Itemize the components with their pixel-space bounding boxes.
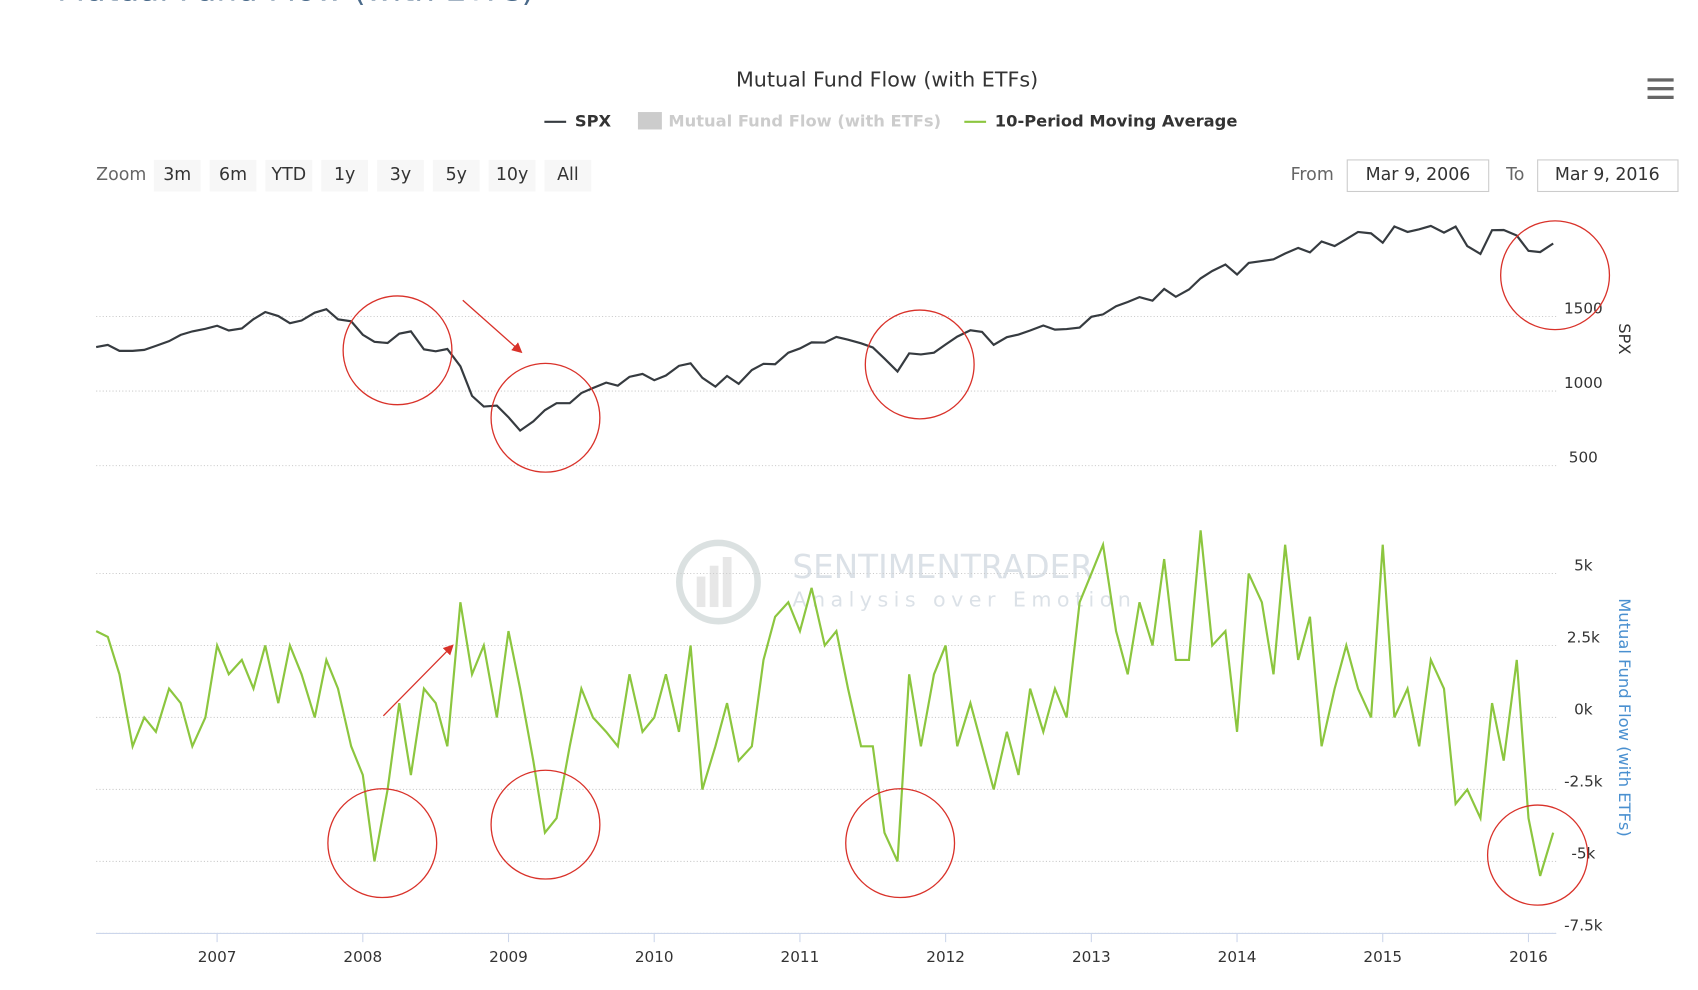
watermark-tagline: Analysis over Emotion xyxy=(792,588,1136,612)
x-tick-label: 2009 xyxy=(489,948,528,966)
y-tick-label: 5k xyxy=(1574,556,1593,574)
y-tick-label: -7.5k xyxy=(1564,916,1603,934)
axis-label: Mutual Fund Flow (with ETFs) xyxy=(1615,598,1634,836)
x-tick-label: 2015 xyxy=(1363,948,1402,966)
zoom-button-label[interactable]: YTD xyxy=(271,165,307,185)
page-heading: Mutual Fund Flow (with ETFs) xyxy=(57,0,534,8)
zoom-button[interactable] xyxy=(209,159,257,192)
zoom-label: Zoom xyxy=(96,165,146,185)
y-tick-label: 0k xyxy=(1574,700,1593,718)
zoom-button[interactable] xyxy=(321,159,369,192)
legend-symbol xyxy=(637,112,662,130)
annotation-arrow xyxy=(382,644,454,717)
x-tick-label: 2007 xyxy=(198,948,237,966)
zoom-button[interactable] xyxy=(377,159,424,192)
zoom-button[interactable] xyxy=(544,159,592,192)
zoom-button-label[interactable]: 6m xyxy=(219,165,247,185)
axis-label: SPX xyxy=(1615,323,1634,354)
annotation-circle xyxy=(864,309,975,420)
zoom-button-label[interactable]: All xyxy=(557,165,579,185)
annotation-circle xyxy=(1486,804,1589,906)
annotation-arrow xyxy=(462,299,523,354)
annotation-circle xyxy=(342,295,453,406)
annotation-circle xyxy=(327,788,438,899)
y-tick-label: -2.5k xyxy=(1564,772,1603,790)
date-input-value[interactable]: Mar 9, 2016 xyxy=(1555,165,1660,185)
legend-item[interactable]: 10-Period Moving Average xyxy=(995,111,1238,130)
annotations xyxy=(327,220,1611,906)
zoom-button-label[interactable]: 1y xyxy=(334,165,355,185)
x-tick-label: 2013 xyxy=(1072,948,1111,966)
y-tick-label: -5k xyxy=(1571,844,1595,862)
x-tick-label: 2011 xyxy=(781,948,820,966)
plot-area: 500 1000 1500 SPX -7.5k -5k -2.5k 0k 2.5k 5k Mutua… xyxy=(95,224,1634,966)
annotation-circle xyxy=(1500,220,1611,331)
y-tick-label: 2.5k xyxy=(1567,628,1600,646)
x-tick-label: 2016 xyxy=(1509,948,1548,966)
y-tick-label: 1000 xyxy=(1564,374,1603,392)
series-line xyxy=(95,530,1555,877)
from-label: From xyxy=(1291,165,1334,185)
zoom-button[interactable] xyxy=(265,159,313,192)
zoom-button-label[interactable]: 3m xyxy=(163,165,191,185)
menu-icon[interactable] xyxy=(1647,78,1674,99)
y-tick-label: 500 xyxy=(1569,449,1598,467)
watermark: SENTIMENTRADER Analysis over Emotion xyxy=(676,539,1136,625)
legend-item[interactable]: Mutual Fund Flow (with ETFs) xyxy=(668,111,941,130)
y-tick-label: 1500 xyxy=(1564,299,1603,317)
annotation-circle xyxy=(490,769,601,880)
range-selector: Zoom 3m 6m YTD 1y 3y 5y 10y All From Mar 9, 2006 To… xyxy=(96,159,1679,193)
date-input[interactable] xyxy=(1346,159,1490,193)
zoom-button[interactable] xyxy=(153,159,201,192)
legend-item[interactable]: SPX xyxy=(575,111,612,130)
zoom-button-label[interactable]: 10y xyxy=(496,165,528,185)
date-input-value[interactable]: Mar 9, 2006 xyxy=(1366,165,1471,185)
chart-title: Mutual Fund Flow (with ETFs) xyxy=(736,68,1038,92)
series-line xyxy=(95,224,1554,433)
zoom-button-label[interactable]: 3y xyxy=(390,165,411,185)
x-tick-label: 2012 xyxy=(926,948,965,966)
annotation-circle xyxy=(845,788,956,899)
x-tick-label: 2014 xyxy=(1218,948,1257,966)
zoom-button[interactable] xyxy=(432,159,480,192)
date-input[interactable] xyxy=(1537,159,1679,193)
x-tick-label: 2008 xyxy=(343,948,382,966)
to-label: To xyxy=(1505,165,1524,185)
zoom-button[interactable] xyxy=(488,159,536,192)
x-tick-label: 2010 xyxy=(635,948,674,966)
annotation-circle xyxy=(490,362,601,473)
zoom-button-label[interactable]: 5y xyxy=(446,165,467,185)
watermark-title: SENTIMENTRADER xyxy=(792,548,1092,586)
legend: SPX Mutual Fund Flow (with ETFs) 10-Period… xyxy=(544,111,1237,130)
